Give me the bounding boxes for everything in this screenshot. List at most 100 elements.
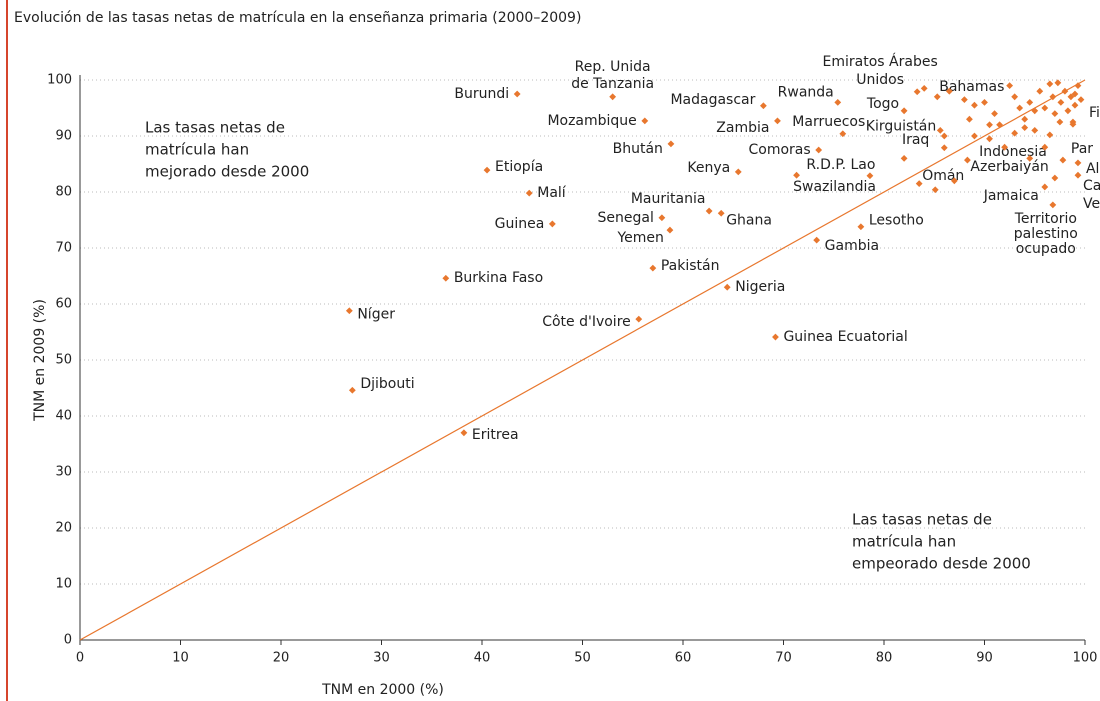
point bbox=[760, 102, 767, 110]
point bbox=[964, 156, 971, 164]
point-label: Swazilandia bbox=[793, 179, 876, 195]
x-tick-label: 50 bbox=[574, 651, 591, 666]
point bbox=[774, 117, 781, 125]
point-label: Togo bbox=[866, 96, 899, 112]
point-label: Djibouti bbox=[360, 376, 414, 392]
point-label: Etiopía bbox=[495, 159, 543, 175]
y-tick-label: 10 bbox=[55, 577, 72, 592]
point bbox=[348, 386, 356, 394]
point bbox=[1041, 104, 1049, 112]
point bbox=[1021, 115, 1029, 123]
point bbox=[345, 307, 353, 315]
point-label: Bhután bbox=[613, 141, 663, 157]
point bbox=[641, 117, 649, 125]
point-label: Comoras bbox=[748, 142, 810, 158]
point bbox=[1031, 107, 1039, 115]
point bbox=[913, 88, 921, 96]
x-tick-label: 80 bbox=[876, 651, 893, 666]
point bbox=[649, 264, 657, 272]
point bbox=[1026, 99, 1034, 106]
point bbox=[940, 132, 948, 140]
x-tick-label: 40 bbox=[474, 651, 491, 666]
point-label: R.D.P. Lao bbox=[806, 157, 875, 173]
point bbox=[834, 99, 842, 106]
point bbox=[1049, 93, 1057, 101]
point-label: palestino bbox=[1014, 226, 1078, 242]
point-label: Côte d'Ivoire bbox=[542, 314, 631, 330]
y-tick-label: 30 bbox=[55, 465, 72, 480]
point-label: Ca bbox=[1083, 178, 1100, 194]
point bbox=[839, 130, 847, 138]
point bbox=[635, 315, 643, 323]
point bbox=[1061, 87, 1069, 95]
point-label: Malí bbox=[537, 185, 567, 201]
point-label: Pakistán bbox=[661, 258, 720, 274]
x-tick-label: 90 bbox=[976, 651, 993, 666]
y-tick-label: 0 bbox=[64, 633, 72, 648]
reference-line bbox=[79, 79, 1086, 641]
point-label: ocupado bbox=[1016, 241, 1076, 257]
point-label: Guinea Ecuatorial bbox=[783, 329, 907, 345]
point bbox=[1011, 93, 1019, 101]
point bbox=[723, 283, 731, 291]
y-axis-label: TNM en 2009 (%) bbox=[32, 299, 48, 422]
point bbox=[966, 115, 973, 123]
point-label: Burkina Faso bbox=[454, 270, 543, 286]
point bbox=[981, 99, 988, 106]
point bbox=[813, 236, 821, 244]
x-tick-label: 100 bbox=[1073, 651, 1098, 666]
point bbox=[658, 214, 666, 222]
point bbox=[1026, 155, 1034, 162]
point-label: Ghana bbox=[726, 212, 772, 228]
x-axis-label: TNM en 2000 (%) bbox=[321, 682, 444, 698]
point-label: Gambia bbox=[825, 238, 879, 254]
y-tick-label: 40 bbox=[55, 409, 72, 424]
point bbox=[1051, 110, 1059, 117]
point bbox=[931, 186, 939, 194]
annotation: mejorado desde 2000 bbox=[145, 163, 309, 181]
point-label: Mauritania bbox=[631, 191, 706, 207]
point bbox=[940, 144, 948, 152]
point bbox=[991, 110, 998, 117]
point-label: Senegal bbox=[598, 210, 654, 226]
y-tick-label: 60 bbox=[55, 297, 72, 312]
y-tick-label: 20 bbox=[55, 521, 72, 536]
point bbox=[1071, 101, 1079, 109]
point-label: Azerbaiyán bbox=[970, 159, 1048, 175]
point bbox=[1036, 87, 1044, 95]
point-label: Kenya bbox=[687, 160, 730, 176]
point bbox=[1069, 118, 1077, 126]
point-label: Ve bbox=[1083, 196, 1100, 212]
y-tick-label: 100 bbox=[47, 73, 72, 88]
point bbox=[667, 140, 675, 148]
point-label: Eritrea bbox=[472, 427, 519, 443]
point bbox=[705, 207, 713, 215]
point bbox=[548, 220, 556, 228]
point bbox=[793, 171, 800, 179]
point-label: Rwanda bbox=[778, 84, 834, 100]
x-tick-label: 60 bbox=[675, 651, 692, 666]
point-label: Al bbox=[1086, 161, 1099, 177]
point bbox=[866, 172, 874, 180]
point bbox=[1011, 129, 1019, 137]
point bbox=[1054, 79, 1062, 87]
point bbox=[483, 166, 491, 174]
point bbox=[1067, 93, 1075, 101]
point bbox=[666, 226, 674, 234]
point bbox=[986, 121, 993, 129]
point-label: Burundi bbox=[454, 86, 509, 102]
point bbox=[961, 96, 968, 103]
point bbox=[1057, 99, 1065, 106]
point bbox=[1046, 80, 1054, 88]
point bbox=[1056, 118, 1064, 126]
point bbox=[945, 87, 953, 95]
point bbox=[460, 429, 468, 437]
point bbox=[1074, 171, 1082, 179]
point-label: Unidos bbox=[856, 72, 904, 88]
point-label: de Tanzania bbox=[571, 76, 654, 92]
x-tick-label: 10 bbox=[172, 651, 189, 666]
y-tick-label: 50 bbox=[55, 353, 72, 368]
point bbox=[1021, 124, 1029, 131]
point-label: Indonesia bbox=[979, 144, 1047, 160]
